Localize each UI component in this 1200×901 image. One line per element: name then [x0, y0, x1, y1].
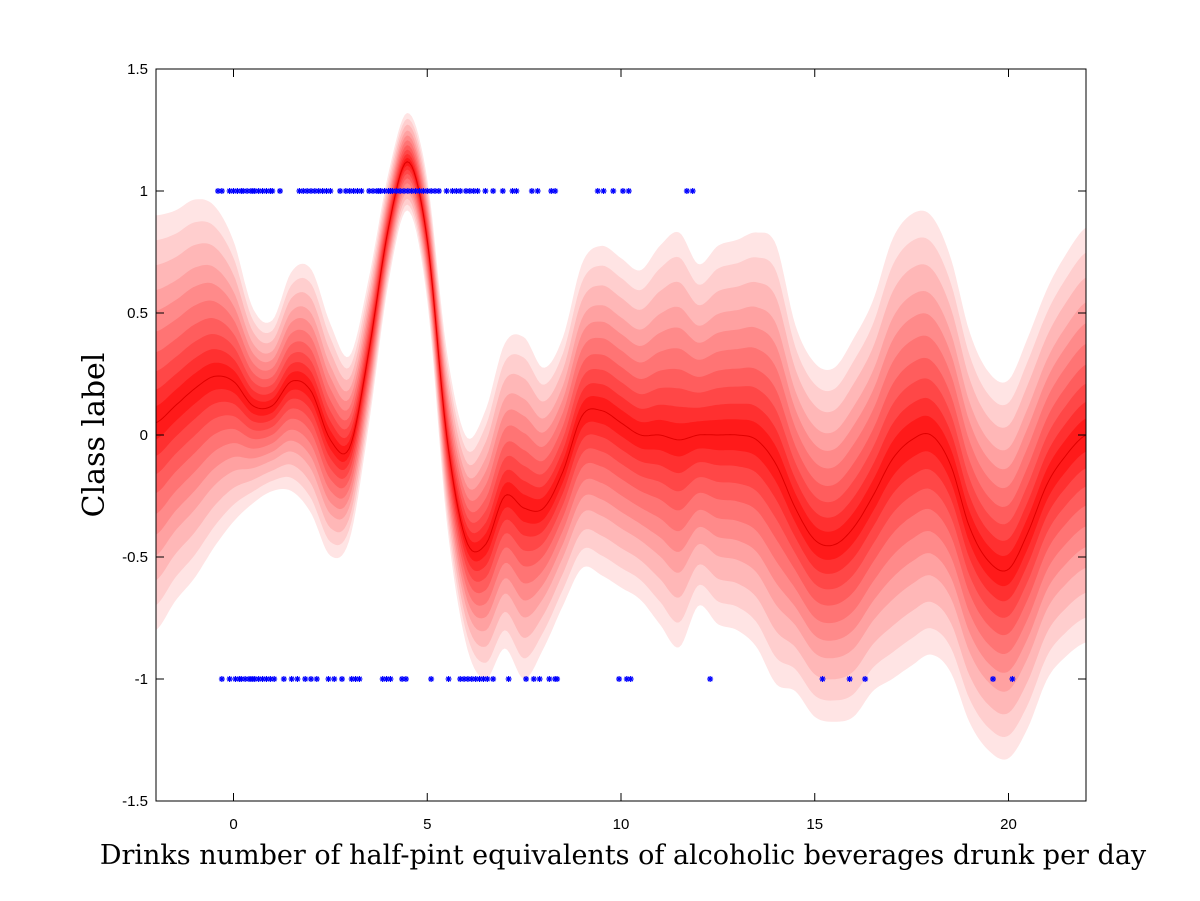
- data-point-class-neg1: [536, 676, 543, 682]
- x-tick-label: 10: [613, 816, 630, 833]
- data-point-class-1: [610, 188, 617, 194]
- data-point-class-neg1: [294, 676, 301, 682]
- data-point-class-1: [619, 188, 626, 194]
- data-point-class-neg1: [267, 676, 274, 682]
- data-point-class-neg1: [325, 676, 332, 682]
- data-point-class-1: [528, 188, 535, 194]
- x-tick-label: 5: [423, 816, 431, 833]
- data-point-class-neg1: [280, 676, 287, 682]
- data-point-class-neg1: [616, 676, 623, 682]
- data-point-class-neg1: [530, 676, 537, 682]
- y-tick-label: -0.5: [122, 549, 148, 566]
- data-point-class-neg1: [331, 676, 338, 682]
- data-point-class-neg1: [313, 676, 320, 682]
- data-point-class-1: [534, 188, 541, 194]
- data-point-class-neg1: [457, 676, 464, 682]
- data-point-class-neg1: [1009, 676, 1016, 682]
- data-point-class-1: [337, 188, 344, 194]
- data-point-class-neg1: [339, 676, 345, 682]
- data-point-class-1: [457, 188, 464, 194]
- data-point-class-1: [594, 188, 601, 194]
- data-point-class-1: [490, 188, 497, 194]
- data-point-class-1: [255, 188, 262, 194]
- data-point-class-neg1: [846, 676, 853, 682]
- data-point-class-1: [277, 188, 283, 194]
- data-point-class-neg1: [461, 676, 468, 682]
- data-point-class-1: [240, 188, 247, 194]
- data-point-class-1: [499, 188, 506, 194]
- data-point-class-neg1: [226, 676, 233, 682]
- data-point-class-neg1: [263, 676, 270, 682]
- data-point-class-neg1: [242, 676, 249, 682]
- data-point-class-1: [226, 188, 233, 194]
- data-point-class-1: [470, 188, 477, 194]
- data-point-class-neg1: [505, 676, 512, 682]
- data-point-class-neg1: [490, 676, 497, 682]
- data-point-class-neg1: [445, 676, 452, 682]
- y-tick-label: 1: [140, 183, 148, 200]
- data-point-class-1: [327, 188, 334, 194]
- data-point-class-1: [381, 188, 388, 194]
- data-points: [215, 188, 1016, 682]
- data-point-class-neg1: [546, 676, 553, 682]
- y-axis-label: Class label: [77, 353, 112, 518]
- data-point-class-1: [269, 188, 276, 194]
- data-point-class-neg1: [819, 676, 826, 682]
- data-point-class-neg1: [990, 676, 996, 682]
- uncertainty-bands: [156, 113, 1086, 760]
- data-point-class-neg1: [356, 676, 363, 682]
- data-point-class-1: [420, 188, 427, 194]
- data-point-class-1: [474, 188, 481, 194]
- y-axis-ticks: -1.5 -1 -0.5 0 0.5 1 1.5: [122, 61, 1086, 810]
- data-point-class-1: [404, 188, 411, 194]
- x-tick-label: 15: [806, 816, 823, 833]
- data-point-class-1: [625, 188, 632, 194]
- data-point-class-neg1: [428, 676, 435, 682]
- data-point-class-1: [683, 188, 690, 194]
- data-point-class-neg1: [484, 676, 491, 682]
- x-tick-label: 0: [229, 816, 237, 833]
- data-point-class-1: [397, 188, 404, 194]
- data-point-class-1: [443, 188, 450, 194]
- y-tick-label: 0.5: [127, 305, 148, 322]
- data-point-class-1: [350, 188, 357, 194]
- y-tick-label: -1: [135, 671, 148, 688]
- data-point-class-neg1: [288, 676, 295, 682]
- data-point-class-neg1: [302, 676, 309, 682]
- data-point-class-1: [689, 188, 696, 194]
- data-point-class-1: [354, 188, 361, 194]
- data-point-class-1: [513, 188, 520, 194]
- data-point-class-neg1: [218, 676, 225, 682]
- x-tick-label: 20: [1000, 816, 1017, 833]
- data-point-class-1: [482, 188, 489, 194]
- data-point-class-neg1: [308, 676, 314, 682]
- data-point-class-neg1: [627, 676, 634, 682]
- x-axis-label: Drinks number of half-pint equivalents o…: [100, 840, 1147, 871]
- data-point-class-1: [600, 188, 607, 194]
- data-point-class-neg1: [387, 676, 394, 682]
- x-axis-ticks: 0 5 10 15 20: [229, 69, 1017, 833]
- data-point-class-1: [218, 188, 225, 194]
- data-point-class-neg1: [707, 676, 714, 682]
- data-point-class-neg1: [862, 676, 869, 682]
- mean-line: [156, 161, 1086, 572]
- y-tick-label: -1.5: [122, 793, 148, 810]
- data-point-class-1: [552, 188, 559, 194]
- data-point-class-1: [358, 188, 365, 194]
- data-point-class-neg1: [271, 676, 278, 682]
- data-point-class-neg1: [402, 676, 409, 682]
- y-tick-label: 1.5: [127, 61, 148, 78]
- data-point-class-neg1: [523, 676, 530, 682]
- y-tick-label: 0: [140, 427, 148, 444]
- data-point-class-1: [435, 188, 442, 194]
- data-point-class-neg1: [554, 676, 561, 682]
